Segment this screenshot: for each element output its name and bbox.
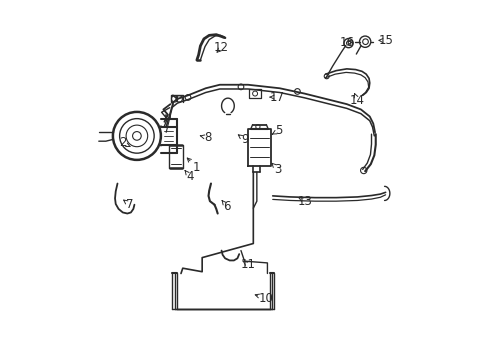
Text: 6: 6 xyxy=(223,200,230,213)
Text: 9: 9 xyxy=(240,133,248,146)
Text: 2: 2 xyxy=(119,136,126,149)
Text: 15: 15 xyxy=(377,34,392,47)
Text: 17: 17 xyxy=(269,91,284,104)
Text: 10: 10 xyxy=(258,292,272,305)
Text: 14: 14 xyxy=(349,94,364,107)
Text: 12: 12 xyxy=(214,41,228,54)
Text: 4: 4 xyxy=(186,170,193,183)
Text: 11: 11 xyxy=(240,258,255,271)
Text: 1: 1 xyxy=(193,161,200,174)
Text: 16: 16 xyxy=(339,36,354,49)
Text: 7: 7 xyxy=(126,198,133,211)
Text: 13: 13 xyxy=(297,195,312,208)
Text: 5: 5 xyxy=(274,124,282,137)
Text: 8: 8 xyxy=(203,131,211,144)
Text: 3: 3 xyxy=(274,163,281,176)
